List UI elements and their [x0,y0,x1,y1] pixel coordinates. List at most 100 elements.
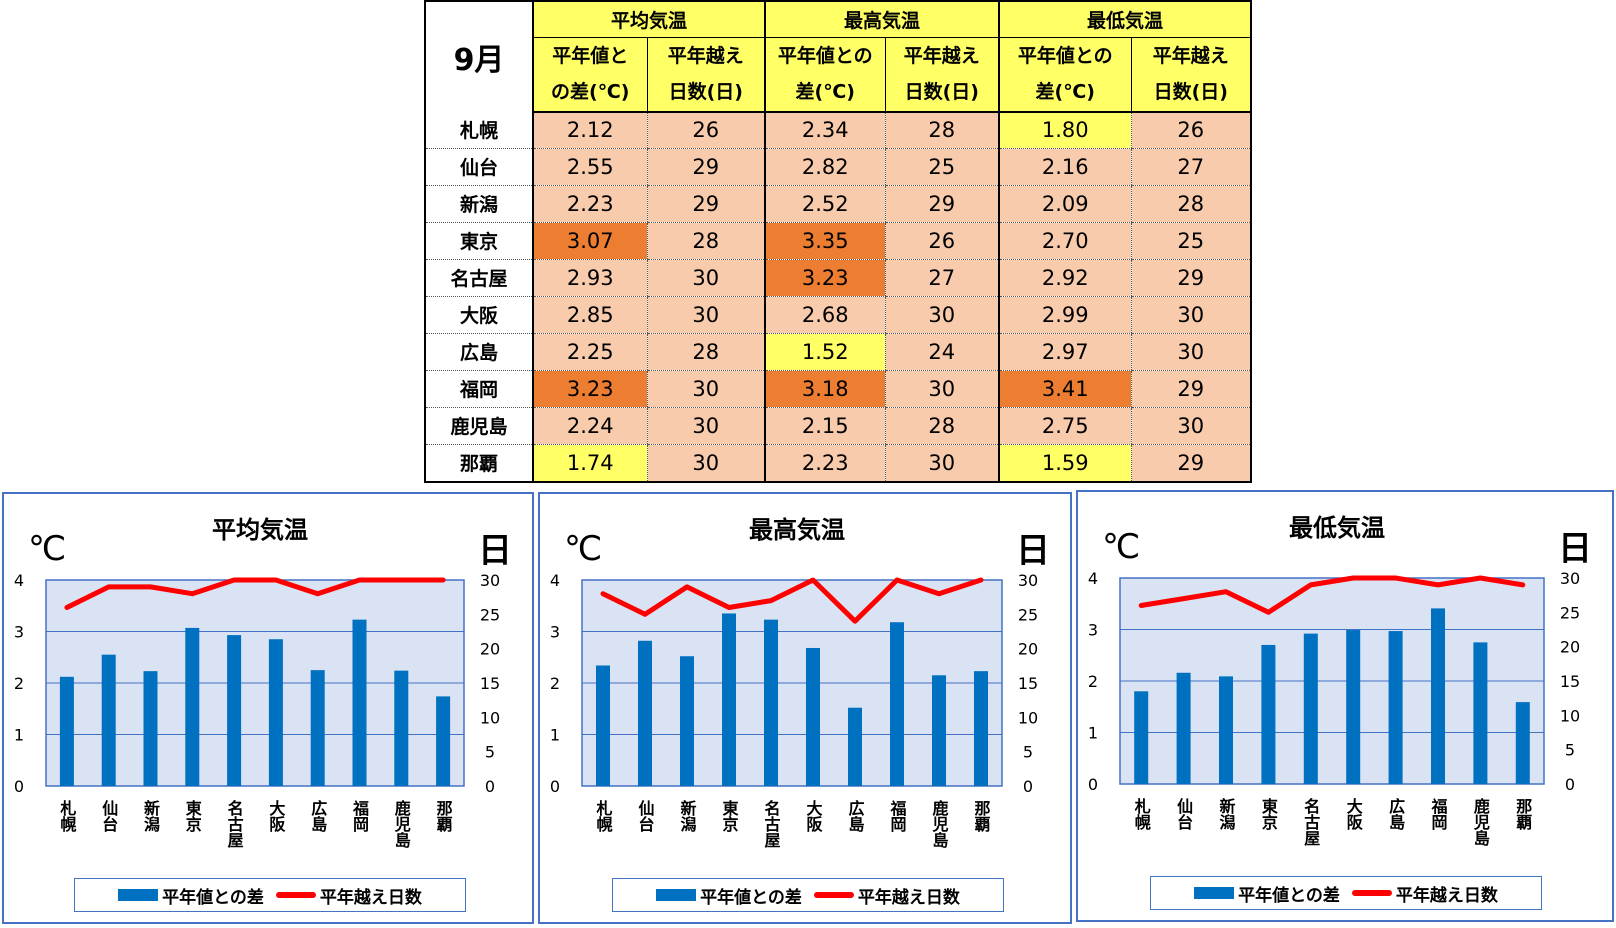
table-row: 鹿児島 2.24 30 2.15 28 2.75 30 [425,407,1251,445]
bar [638,640,652,786]
table-cell: 2.23 [764,444,885,482]
y2-tick-label: 0 [1565,775,1575,794]
group-header-max: 最高気温 [764,1,999,38]
city-label: 福岡 [425,370,534,408]
x-tick-label: 名古屋 [1301,797,1320,847]
legend-item-bar: 平年値との差 [118,883,264,908]
bar [890,622,904,786]
table-cell: 2.12 [532,111,647,149]
legend-mean: 平年値との差 平年越え日数 [74,878,466,912]
table-row: 名古屋 2.93 30 3.23 27 2.92 29 [425,259,1251,297]
bar [227,635,242,786]
y2-tick-label: 10 [1018,708,1038,727]
y2-tick-label: 15 [480,674,500,693]
x-tick-label: 新潟 [1217,797,1236,831]
x-tick-label: 鹿児島 [1471,797,1491,847]
legend-label-line: 平年越え日数 [857,887,960,908]
table-cell: 30 [884,444,999,482]
table-cell: 3.18 [764,370,885,408]
city-label: 広島 [425,333,534,371]
table-cell: 30 [646,296,765,334]
y2-tick-label: 5 [1565,741,1575,760]
table-cell: 30 [1130,333,1251,371]
y2-tick-label: 15 [1560,672,1580,691]
table-cell: 27 [1130,148,1251,186]
x-tick-label: 札幌 [1132,797,1152,831]
table-row: 札幌 2.12 26 2.34 28 1.80 26 [425,111,1251,149]
table-cell: 1.59 [998,444,1131,482]
city-label: 鹿児島 [425,407,534,445]
city-label: 名古屋 [425,259,534,297]
bar [1515,702,1530,784]
y-axis-unit-label: ℃ [28,529,66,569]
y2-axis-unit-label: 日 [1016,531,1050,571]
table-cell: 2.24 [532,407,647,445]
subheader-min-days-line2: 日数(日) [1130,73,1251,113]
bar [436,696,451,786]
city-label: 東京 [425,222,534,260]
x-tick-label: 東京 [183,799,202,833]
table-row: 福岡 3.23 30 3.18 30 3.41 29 [425,370,1251,408]
temperature-summary-table: 9月 平均気温 最高気温 最低気温 平年値と 平年越え 平年値との 平年越え 平… [424,0,1252,483]
x-tick-label: 鹿児島 [930,799,950,849]
subheader-min-diff-line1: 平年値との [998,37,1131,74]
table-cell: 29 [1130,444,1251,482]
table-cell: 30 [1130,296,1251,334]
table-cell: 2.82 [764,148,885,186]
city-label: 那覇 [425,444,534,482]
y2-axis-unit-label: 日 [478,531,512,571]
line-series [600,577,984,624]
x-tick-label: 名古屋 [225,799,244,849]
y-tick-label: 2 [14,674,24,693]
bar [1346,630,1361,784]
table-row: 那覇 1.74 30 2.23 30 1.59 29 [425,444,1251,482]
subheader-max-diff-line1: 平年値との [764,37,885,74]
chart-title: 最高気温 [749,516,845,544]
x-tick-label: 福岡 [888,799,908,833]
table-cell: 26 [646,111,765,149]
x-tick-label: 大阪 [266,799,285,833]
legend-max: 平年値との差 平年越え日数 [612,878,1004,912]
x-tick-label: 仙台 [1174,797,1193,831]
subheader-min-days-line1: 平年越え [1130,37,1251,74]
table-cell: 29 [646,185,765,223]
y-tick-label: 4 [1088,569,1098,588]
y2-tick-label: 0 [1023,777,1033,796]
table-cell: 28 [1130,185,1251,223]
y2-tick-label: 30 [1018,571,1038,590]
subheader-max-diff-line2: 差(℃) [764,73,885,113]
y-tick-label: 1 [14,726,24,745]
y2-tick-label: 30 [1560,569,1580,588]
legend-item-line: 平年越え日数 [1351,881,1498,906]
x-tick-label: 新潟 [141,799,160,833]
bar [394,670,409,786]
legend-label-bar: 平年値との差 [162,887,264,908]
bar [1261,644,1276,784]
subheader-mean-diff-line2: の差(℃) [532,73,647,113]
table-cell: 2.99 [998,296,1131,334]
y2-tick-label: 20 [1018,640,1038,659]
y-tick-label: 0 [14,777,24,796]
table-row: 広島 2.25 28 1.52 24 2.97 30 [425,333,1251,371]
bar [680,656,694,786]
city-label: 仙台 [425,148,534,186]
table-cell: 24 [884,333,999,371]
bar [974,671,988,786]
table-cell: 2.85 [532,296,647,334]
y-tick-label: 2 [550,674,560,693]
y2-tick-label: 0 [485,777,495,796]
legend-item-line: 平年越え日数 [275,883,422,908]
table-cell: 30 [646,444,765,482]
legend-item-bar: 平年値との差 [1194,881,1340,906]
city-label: 大阪 [425,296,534,334]
bar [143,671,158,786]
month-label: 9月 [425,1,534,112]
legend-swatch-bar [656,889,697,901]
legend-label-line: 平年越え日数 [319,887,422,908]
table-cell: 2.52 [764,185,885,223]
table-cell: 29 [1130,370,1251,408]
bar [59,676,74,786]
chart-panel-min: 最低気温 ℃ 日 0 1 2 3 4 0 5 10 15 20 25 30 札幌 仙台 新潟 東京 名古屋 大阪 広島 福岡… [1076,490,1614,922]
y2-tick-label: 10 [1560,706,1580,725]
table-cell: 3.23 [532,370,647,408]
